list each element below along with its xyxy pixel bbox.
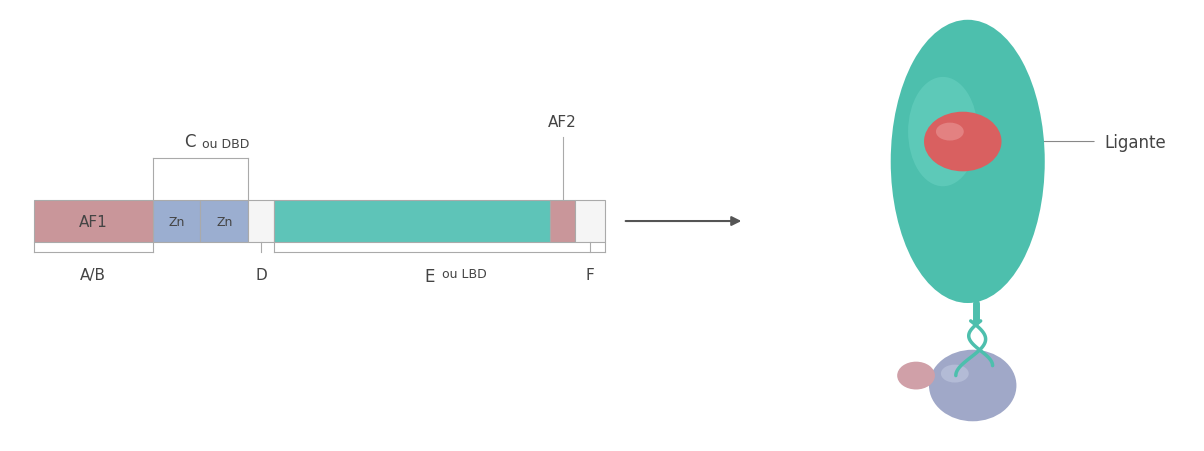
Text: Zn: Zn: [169, 215, 185, 228]
Text: AF2: AF2: [548, 115, 577, 129]
Text: Zn: Zn: [217, 215, 232, 228]
Ellipse shape: [908, 78, 978, 187]
Text: D: D: [255, 267, 267, 282]
Bar: [153, 201, 201, 242]
Ellipse shape: [897, 362, 936, 390]
Text: AF1: AF1: [78, 214, 107, 229]
Bar: [576, 201, 604, 242]
Ellipse shape: [940, 365, 969, 383]
Text: ou LBD: ou LBD: [437, 267, 486, 280]
Bar: [248, 201, 275, 242]
Text: Ligante: Ligante: [1104, 133, 1165, 151]
Text: F: F: [585, 267, 595, 282]
Ellipse shape: [891, 21, 1045, 304]
Text: E: E: [424, 267, 435, 285]
Ellipse shape: [929, 350, 1016, 421]
Ellipse shape: [923, 112, 1002, 172]
Bar: [34, 201, 153, 242]
Text: C: C: [184, 133, 195, 151]
Bar: [201, 201, 248, 242]
Ellipse shape: [936, 124, 963, 141]
Text: ou DBD: ou DBD: [199, 138, 250, 151]
Bar: [550, 201, 576, 242]
Bar: [275, 201, 550, 242]
Text: A/B: A/B: [81, 267, 106, 282]
